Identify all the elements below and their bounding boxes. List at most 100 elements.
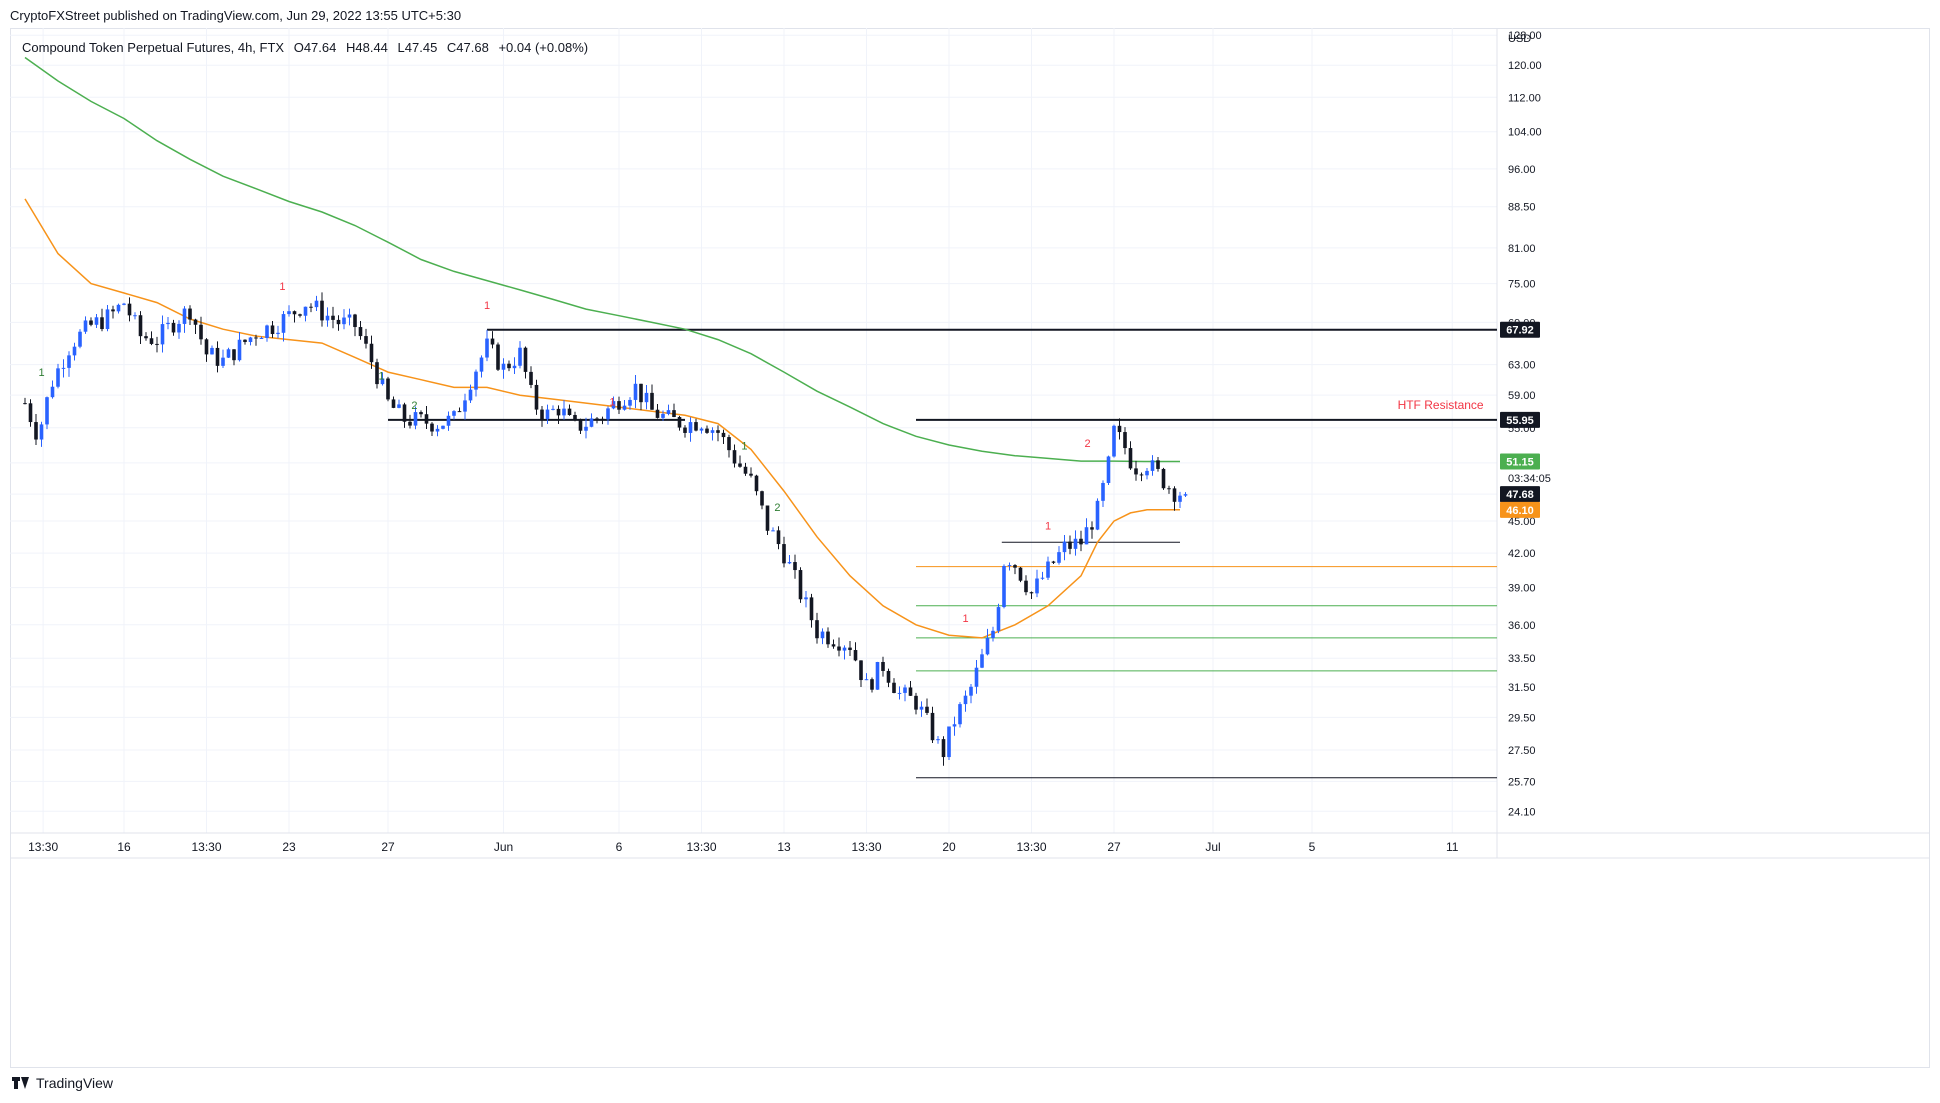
candle-body bbox=[974, 667, 979, 687]
candle-body bbox=[776, 530, 781, 545]
candle-body bbox=[111, 309, 115, 312]
candle-body bbox=[1150, 460, 1155, 471]
candle-body bbox=[1018, 567, 1023, 581]
candle-body bbox=[160, 324, 165, 345]
candle-body bbox=[138, 315, 143, 337]
candle-body bbox=[237, 339, 242, 361]
candle-body bbox=[936, 739, 940, 741]
candle-body bbox=[281, 314, 286, 333]
ohlc-close: C47.68 bbox=[446, 40, 489, 55]
candle-body bbox=[677, 417, 682, 428]
candle-body bbox=[56, 368, 60, 387]
candle-body bbox=[452, 411, 456, 416]
candle-body bbox=[952, 724, 957, 727]
price-tick-label: 36.00 bbox=[1508, 620, 1536, 632]
candle-body bbox=[347, 314, 352, 318]
candle-body bbox=[182, 308, 187, 324]
candle-body bbox=[1172, 488, 1177, 502]
candle-body bbox=[265, 325, 269, 338]
tradingview-logo-icon bbox=[12, 1077, 30, 1089]
candle-body bbox=[996, 607, 1001, 631]
sequence-count-label: 2 bbox=[774, 502, 780, 514]
time-tick-label: 13:30 bbox=[191, 840, 221, 854]
candle-body bbox=[1117, 425, 1122, 433]
candle-body bbox=[870, 679, 874, 690]
candle-body bbox=[331, 315, 335, 320]
candle-body bbox=[210, 347, 214, 355]
candle-body bbox=[556, 408, 561, 416]
candle-body bbox=[485, 338, 489, 358]
candle-body bbox=[721, 432, 726, 438]
candle-body bbox=[226, 349, 231, 358]
candle-body bbox=[765, 505, 770, 531]
ohlc-open: O47.64 bbox=[293, 40, 337, 55]
candle-body bbox=[391, 399, 396, 408]
candle-body bbox=[1024, 580, 1028, 593]
time-tick-label: 27 bbox=[1107, 840, 1121, 854]
ema-50-line bbox=[24, 198, 1180, 639]
candle-body bbox=[743, 466, 748, 474]
candle-body bbox=[232, 349, 236, 361]
candle-body bbox=[908, 687, 913, 696]
candle-body bbox=[490, 338, 495, 345]
candle-body bbox=[507, 363, 511, 369]
candle-body bbox=[611, 401, 616, 409]
candle-body bbox=[710, 430, 715, 433]
candle-body bbox=[188, 308, 192, 320]
candle-body bbox=[380, 378, 385, 385]
candle-body bbox=[633, 383, 638, 400]
candle-body bbox=[688, 422, 693, 433]
candle-body bbox=[551, 408, 555, 410]
candle-body bbox=[589, 418, 594, 427]
candle-body bbox=[386, 378, 390, 400]
candle-body bbox=[804, 597, 808, 600]
candle-body bbox=[254, 337, 258, 339]
time-tick-label: 13:30 bbox=[851, 840, 881, 854]
candle-body bbox=[369, 343, 374, 363]
sequence-count-label: 1 bbox=[378, 371, 384, 383]
candle-body bbox=[617, 401, 621, 410]
candle-body bbox=[1057, 552, 1061, 563]
tradingview-footer[interactable]: TradingView bbox=[12, 1075, 113, 1091]
candle-body bbox=[771, 530, 775, 532]
candle-body bbox=[622, 405, 627, 410]
candle-body bbox=[1073, 538, 1078, 549]
candle-body bbox=[798, 570, 803, 600]
candle-body bbox=[144, 336, 148, 339]
candle-body bbox=[171, 322, 176, 333]
candle-body bbox=[941, 739, 946, 758]
candle-body bbox=[732, 450, 737, 464]
candle-body bbox=[1134, 468, 1138, 475]
candle-body bbox=[853, 650, 858, 661]
candle-body bbox=[204, 339, 209, 355]
candle-body bbox=[760, 491, 764, 506]
candle-body bbox=[644, 392, 649, 403]
candle-body bbox=[914, 695, 918, 710]
ohlc-change: +0.04 (+0.08%) bbox=[498, 40, 589, 55]
price-tick-label: 31.50 bbox=[1508, 682, 1536, 694]
candle-body bbox=[61, 367, 66, 369]
sequence-count-label: 1 bbox=[741, 440, 747, 452]
candle-body bbox=[342, 317, 346, 325]
candle-body bbox=[45, 397, 49, 425]
candle-body bbox=[1167, 488, 1171, 490]
candle-body bbox=[1062, 541, 1067, 553]
candle-body bbox=[782, 544, 786, 564]
grid-lines bbox=[10, 28, 1930, 859]
candle-body bbox=[34, 422, 38, 440]
candle-body bbox=[1013, 565, 1017, 568]
candle-body bbox=[875, 661, 880, 690]
candle-body bbox=[639, 383, 643, 403]
candle-body bbox=[661, 413, 665, 418]
candle-body bbox=[1128, 448, 1133, 469]
candle-body bbox=[100, 317, 104, 330]
candle-body bbox=[584, 426, 588, 431]
candle-body bbox=[809, 597, 814, 621]
candle-body bbox=[127, 303, 132, 316]
time-tick-label: 13:30 bbox=[1016, 840, 1046, 854]
candle-body bbox=[50, 386, 55, 398]
candle-body bbox=[518, 347, 522, 366]
candle-body bbox=[980, 654, 984, 668]
